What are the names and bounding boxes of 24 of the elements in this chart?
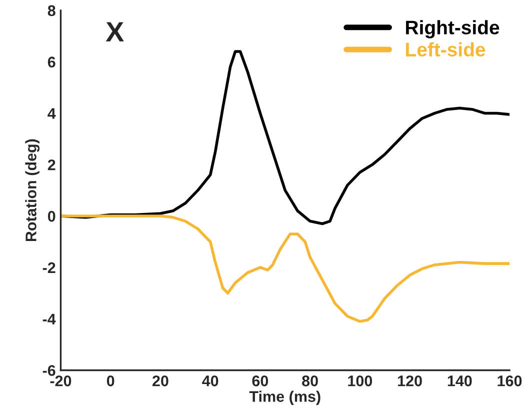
y-tick-label: -6: [42, 365, 56, 376]
y-tick-label: 2: [48, 159, 56, 170]
x-tick-label: 140: [448, 376, 472, 386]
y-tick-label: 8: [48, 5, 56, 16]
x-tick-label: 20: [152, 376, 168, 386]
x-tick-label: 120: [398, 376, 422, 386]
x-tick-label: 60: [252, 376, 268, 386]
x-axis-title: Time (ms): [249, 390, 320, 405]
x-tick-label: 100: [348, 376, 372, 386]
y-tick-label: -2: [42, 262, 56, 273]
annotation: X: [106, 22, 124, 42]
x-tick-label: -20: [50, 376, 72, 386]
y-tick-label: 0: [48, 210, 56, 222]
x-tick-label: 80: [302, 376, 318, 386]
x-tick-label: 0: [106, 376, 114, 386]
x-tick-label: 40: [202, 376, 218, 386]
legend-label: Left-side: [406, 42, 486, 57]
line-series: [60, 214, 510, 323]
y-tick-label: -4: [42, 314, 56, 324]
x-tick-label: 160: [498, 376, 522, 386]
y-tick-label: 4: [48, 108, 56, 119]
y-axis-title: Rotation (deg): [25, 139, 40, 242]
legend-label: Right-side: [406, 20, 500, 38]
y-tick-label: 6: [48, 56, 56, 68]
